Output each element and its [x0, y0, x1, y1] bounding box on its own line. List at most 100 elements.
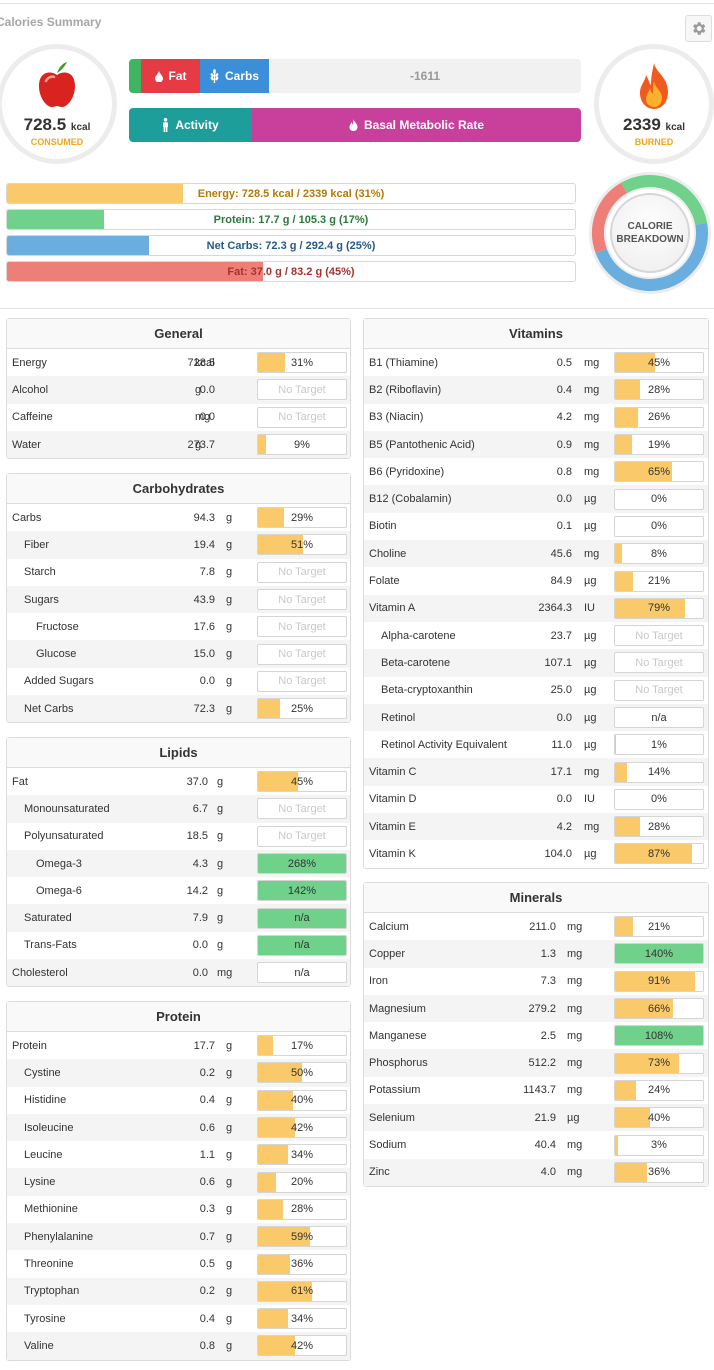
nutrient-amount: 2.5 — [540, 1029, 556, 1042]
nutrient-row-beta-carotene[interactable]: Beta-carotene 107.1 µg No Target — [364, 649, 708, 677]
nutrient-row-vitamin-k[interactable]: Vitamin K 104.0 µg 87% — [364, 840, 708, 867]
nutrient-row-methionine[interactable]: Methionine 0.3 g 28% — [7, 1196, 350, 1223]
nutrient-row-choline[interactable]: Choline 45.6 mg 8% — [364, 540, 708, 568]
progress-fill — [615, 571, 634, 591]
nutrient-row-sugars[interactable]: Sugars 43.9 g No Target — [7, 585, 350, 614]
nutrient-row-water[interactable]: Water 273.7 g 9% — [7, 430, 350, 459]
nutrient-name: B3 (Niacin) — [369, 411, 424, 424]
nutrient-row-valine[interactable]: Valine 0.8 g 42% — [7, 1332, 350, 1360]
nutrient-row-copper[interactable]: Copper 1.3 mg 140% — [364, 940, 708, 968]
nutrient-row-retinol-activity-equivalent[interactable]: Retinol Activity Equivalent 11.0 µg 1% — [364, 731, 708, 758]
nutrient-row-histidine[interactable]: Histidine 0.4 g 40% — [7, 1087, 350, 1114]
settings-button[interactable] — [685, 15, 712, 42]
net-carbs-target-bar[interactable]: Net Carbs: 72.3 g / 292.4 g (25%) — [6, 235, 576, 256]
nutrient-row-omega-3[interactable]: Omega-3 4.3 g 268% — [7, 849, 350, 878]
nutrient-row-tyrosine[interactable]: Tyrosine 0.4 g 34% — [7, 1305, 350, 1332]
nutrient-row-phosphorus[interactable]: Phosphorus 512.2 mg 73% — [364, 1049, 708, 1077]
nutrient-amount: 512.2 — [528, 1057, 556, 1070]
nutrient-row-fat[interactable]: Fat 37.0 g 45% — [7, 768, 350, 795]
progress-fill — [258, 1118, 295, 1138]
nutrient-row-energy[interactable]: Energy 728.5 kcal 31% — [7, 349, 350, 376]
nutrient-row-manganese[interactable]: Manganese 2.5 mg 108% — [364, 1022, 708, 1049]
nutrient-name: Saturated — [24, 912, 72, 925]
nutrient-row-vitamin-a[interactable]: Vitamin A 2364.3 IU 79% — [364, 594, 708, 622]
nutrient-row-trans-fats[interactable]: Trans-Fats 0.0 g n/a — [7, 932, 350, 959]
protein-segment[interactable] — [129, 59, 141, 93]
nutrient-row-monounsaturated[interactable]: Monounsaturated 6.7 g No Target — [7, 795, 350, 823]
nutrient-row-b12-cobalamin[interactable]: B12 (Cobalamin) 0.0 µg 0% — [364, 485, 708, 513]
nutrient-row-caffeine[interactable]: Caffeine 0.0 mg No Target — [7, 404, 350, 431]
nutrient-unit: g — [226, 1203, 233, 1216]
nutrient-unit: g — [226, 1121, 233, 1134]
nutrient-row-zinc[interactable]: Zinc 4.0 mg 36% — [364, 1158, 708, 1186]
nutrient-row-b2-riboflavin[interactable]: B2 (Riboflavin) 0.4 mg 28% — [364, 376, 708, 404]
nutrient-row-protein[interactable]: Protein 17.7 g 17% — [7, 1032, 350, 1059]
nutrient-row-alcohol[interactable]: Alcohol 0.0 g No Target — [7, 376, 350, 404]
progress-label: 34% — [290, 1312, 314, 1325]
nutrient-row-threonine[interactable]: Threonine 0.5 g 36% — [7, 1250, 350, 1277]
nutrient-unit: g — [226, 1066, 233, 1079]
nutrient-row-vitamin-d[interactable]: Vitamin D 0.0 IU 0% — [364, 786, 708, 813]
nutrient-name: Vitamin E — [369, 820, 416, 833]
burned-breakdown-bar[interactable]: Activity Basal Metabolic Rate — [129, 108, 581, 142]
nutrient-row-folate[interactable]: Folate 84.9 µg 21% — [364, 567, 708, 594]
nutrient-row-glucose[interactable]: Glucose 15.0 g No Target — [7, 640, 350, 668]
nutrient-row-retinol[interactable]: Retinol 0.0 µg n/a — [364, 703, 708, 732]
nutrient-row-b6-pyridoxine[interactable]: B6 (Pyridoxine) 0.8 mg 65% — [364, 458, 708, 485]
nutrient-row-magnesium[interactable]: Magnesium 279.2 mg 66% — [364, 994, 708, 1023]
nutrient-row-potassium[interactable]: Potassium 1143.7 mg 24% — [364, 1077, 708, 1104]
nutrient-row-isoleucine[interactable]: Isoleucine 0.6 g 42% — [7, 1113, 350, 1142]
nutrient-row-carbs[interactable]: Carbs 94.3 g 29% — [7, 504, 350, 531]
nutrient-row-cholesterol[interactable]: Cholesterol 0.0 mg n/a — [7, 959, 350, 987]
target-progress-bar: 29% — [257, 507, 347, 529]
nutrient-row-sodium[interactable]: Sodium 40.4 mg 3% — [364, 1131, 708, 1158]
nutrient-row-vitamin-c[interactable]: Vitamin C 17.1 mg 14% — [364, 758, 708, 786]
nutrient-row-tryptophan[interactable]: Tryptophan 0.2 g 61% — [7, 1277, 350, 1305]
target-progress-bar: 42% — [257, 1335, 347, 1357]
progress-label: No Target — [635, 629, 683, 642]
nutrient-row-lysine[interactable]: Lysine 0.6 g 20% — [7, 1168, 350, 1196]
energy-target-bar[interactable]: Energy: 728.5 kcal / 2339 kcal (31%) — [6, 183, 576, 204]
nutrient-row-beta-cryptoxanthin[interactable]: Beta-cryptoxanthin 25.0 µg No Target — [364, 677, 708, 704]
carbs-segment[interactable]: Carbs — [200, 59, 269, 93]
nutrient-row-omega-6[interactable]: Omega-6 14.2 g 142% — [7, 877, 350, 904]
protein-target-bar[interactable]: Protein: 17.7 g / 105.3 g (17%) — [6, 209, 576, 230]
consumed-breakdown-bar[interactable]: Fat Carbs -1611 — [129, 59, 581, 93]
nutrient-row-selenium[interactable]: Selenium 21.9 µg 40% — [364, 1104, 708, 1132]
nutrient-row-vitamin-e[interactable]: Vitamin E 4.2 mg 28% — [364, 813, 708, 841]
nutrient-row-biotin[interactable]: Biotin 0.1 µg 0% — [364, 513, 708, 540]
nutrient-amount: 107.1 — [544, 656, 572, 669]
progress-label: 21% — [647, 575, 671, 588]
nutrient-row-leucine[interactable]: Leucine 1.1 g 34% — [7, 1141, 350, 1168]
nutrient-row-fructose[interactable]: Fructose 17.6 g No Target — [7, 613, 350, 640]
nutrient-row-calcium[interactable]: Calcium 211.0 mg 21% — [364, 913, 708, 940]
nutrient-row-b3-niacin[interactable]: B3 (Niacin) 4.2 mg 26% — [364, 404, 708, 431]
progress-fill — [258, 935, 346, 955]
nutrient-row-net-carbs[interactable]: Net Carbs 72.3 g 25% — [7, 695, 350, 723]
calorie-breakdown-chart[interactable]: CALORIE BREAKDOWN — [588, 171, 712, 295]
nutrient-row-iron[interactable]: Iron 7.3 mg 91% — [364, 968, 708, 995]
nutrient-row-added-sugars[interactable]: Added Sugars 0.0 g No Target — [7, 668, 350, 695]
nutrient-row-phenylalanine[interactable]: Phenylalanine 0.7 g 59% — [7, 1223, 350, 1251]
nutrient-row-fiber[interactable]: Fiber 19.4 g 51% — [7, 531, 350, 559]
nutrient-amount: 23.7 — [550, 629, 572, 642]
top-divider — [0, 3, 714, 4]
bmr-segment[interactable]: Basal Metabolic Rate — [252, 108, 581, 142]
target-progress-bar: 140% — [614, 943, 704, 965]
nutrient-unit: g — [217, 912, 224, 925]
nutrient-row-b5-pantothenic-acid[interactable]: B5 (Pantothenic Acid) 0.9 mg 19% — [364, 430, 708, 459]
nutrient-name: Selenium — [369, 1111, 415, 1124]
progress-fill — [615, 1135, 618, 1155]
nutrient-row-saturated[interactable]: Saturated 7.9 g n/a — [7, 904, 350, 932]
activity-segment[interactable]: Activity — [129, 108, 252, 142]
nutrient-row-alpha-carotene[interactable]: Alpha-carotene 23.7 µg No Target — [364, 622, 708, 649]
protein-target-fill — [7, 210, 104, 229]
fat-segment[interactable]: Fat — [141, 59, 200, 93]
panel-title: Vitamins — [364, 319, 708, 349]
nutrient-row-cystine[interactable]: Cystine 0.2 g 50% — [7, 1059, 350, 1087]
nutrient-row-polyunsaturated[interactable]: Polyunsaturated 18.5 g No Target — [7, 823, 350, 850]
progress-label: n/a — [294, 966, 310, 979]
fat-target-bar[interactable]: Fat: 37.0 g / 83.2 g (45%) — [6, 261, 576, 282]
nutrient-row-b1-thiamine[interactable]: B1 (Thiamine) 0.5 mg 45% — [364, 349, 708, 376]
nutrient-row-starch[interactable]: Starch 7.8 g No Target — [7, 559, 350, 586]
